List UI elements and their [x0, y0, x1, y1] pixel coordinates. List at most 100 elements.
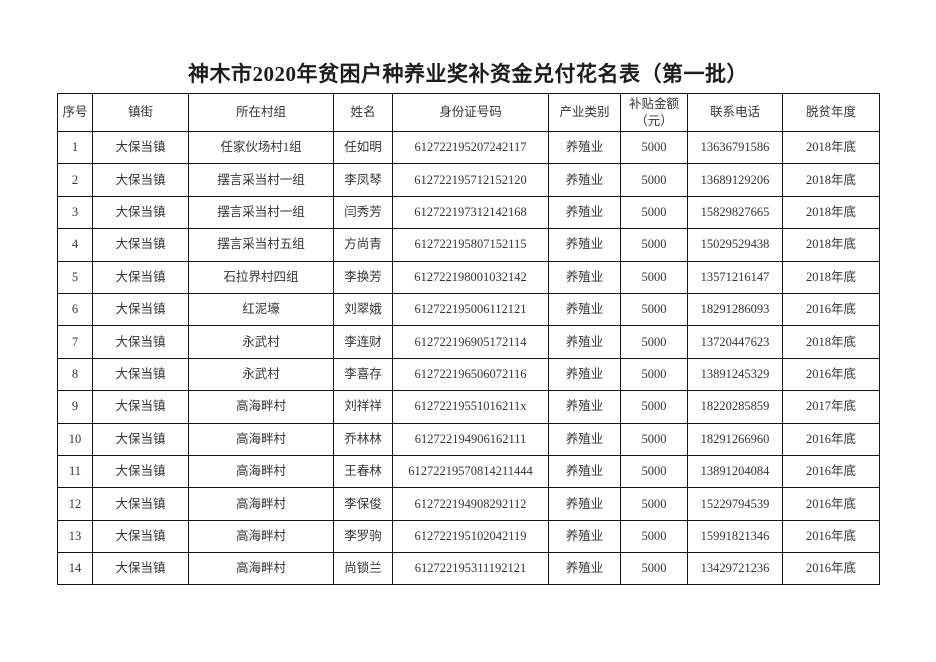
table-cell: 大保当镇	[92, 130, 189, 165]
table-cell: 尚锁兰	[333, 552, 393, 586]
table-cell: 612722195311192121	[392, 552, 549, 586]
table-cell: 大保当镇	[92, 292, 189, 327]
table-cell: 大保当镇	[92, 552, 189, 586]
table-cell: 2017年底	[782, 390, 880, 424]
table-cell: 2016年底	[782, 519, 880, 554]
table-cell: 2018年底	[782, 228, 880, 262]
table-cell: 13571216147	[687, 260, 783, 294]
table-header-cell: 序号	[57, 93, 93, 132]
table-cell: 2016年底	[782, 292, 880, 327]
table-cell: 2018年底	[782, 195, 880, 230]
table-cell: 2016年底	[782, 552, 880, 586]
table-cell: 任家伙场村1组	[188, 130, 334, 165]
table-cell: 13636791586	[687, 130, 783, 165]
table-cell: 大保当镇	[92, 325, 189, 359]
page-title: 神木市2020年贫困户种养业奖补资金兑付花名表（第一批）	[188, 62, 748, 86]
table-cell: 612722197312142168	[392, 195, 549, 230]
table-cell: 13429721236	[687, 552, 783, 586]
table-cell: 5000	[620, 195, 688, 230]
table-cell: 18291266960	[687, 422, 783, 456]
table-row: 13 大保当镇 高海畔村 李罗驹 612722195102042119 养殖业 5000 15…	[57, 519, 880, 554]
table-row: 2 大保当镇 摆言采当村一组 李凤琴 612722195712152120 养殖业 5000…	[57, 163, 880, 197]
table-cell: 石拉界村四组	[188, 260, 334, 294]
table-row: 7 大保当镇 永武村 李连财 612722196905172114 养殖业 5000 1372…	[57, 325, 880, 359]
table-cell: 5000	[620, 292, 688, 327]
table-cell: 摆言采当村一组	[188, 163, 334, 197]
table-cell: 刘祥祥	[333, 390, 393, 424]
table-header-cell: 姓名	[333, 93, 393, 132]
table-cell: 2016年底	[782, 487, 880, 521]
table-cell: 养殖业	[548, 422, 621, 456]
table-cell: 大保当镇	[92, 228, 189, 262]
table-cell: 11	[57, 454, 93, 489]
table-cell: 李换芳	[333, 260, 393, 294]
table-cell: 2018年底	[782, 325, 880, 359]
table-cell: 612722195006112121	[392, 292, 549, 327]
table-cell: 方尚青	[333, 228, 393, 262]
table-cell: 4	[57, 228, 93, 262]
table-cell: 李连财	[333, 325, 393, 359]
table-cell: 养殖业	[548, 487, 621, 521]
table-cell: 5000	[620, 390, 688, 424]
table-row: 9 大保当镇 高海畔村 刘祥祥 61272219551016211x 养殖业 5000 182…	[57, 390, 880, 424]
table-cell: 养殖业	[548, 552, 621, 586]
table-cell: 大保当镇	[92, 195, 189, 230]
table-cell: 13891245329	[687, 357, 783, 392]
subsidy-roster-table: 序号 镇街 所在村组 姓名 身份证号码 产业类别 补贴金额（元） 联系电话 脱贫年度 1 大保当镇…	[57, 93, 880, 586]
table-cell: 2018年底	[782, 260, 880, 294]
table-cell: 5000	[620, 357, 688, 392]
table-cell: 摆言采当村一组	[188, 195, 334, 230]
table-cell: 5000	[620, 260, 688, 294]
table-cell: 9	[57, 390, 93, 424]
table-cell: 612722196905172114	[392, 325, 549, 359]
table-header-cell: 脱贫年度	[782, 93, 880, 132]
table-cell: 高海畔村	[188, 552, 334, 586]
table-row: 4 大保当镇 摆言采当村五组 方尚青 612722195807152115 养殖业 5000…	[57, 228, 880, 262]
table-cell: 15991821346	[687, 519, 783, 554]
table-cell: 2	[57, 163, 93, 197]
table-cell: 永武村	[188, 325, 334, 359]
table-cell: 大保当镇	[92, 163, 189, 197]
table-cell: 养殖业	[548, 260, 621, 294]
table-cell: 李罗驹	[333, 519, 393, 554]
table-cell: 王春林	[333, 454, 393, 489]
table-cell: 养殖业	[548, 130, 621, 165]
table-row: 14 大保当镇 高海畔村 尚锁兰 612722195311192121 养殖业 5000 13…	[57, 552, 880, 586]
table-cell: 大保当镇	[92, 454, 189, 489]
table-row: 10 大保当镇 高海畔村 乔林林 612722194906162111 养殖业 5000 18…	[57, 422, 880, 456]
table-cell: 养殖业	[548, 195, 621, 230]
table-cell: 大保当镇	[92, 260, 189, 294]
table-cell: 养殖业	[548, 390, 621, 424]
table-cell: 乔林林	[333, 422, 393, 456]
table-cell: 5000	[620, 519, 688, 554]
table-header-cell: 镇街	[92, 93, 189, 132]
table-cell: 高海畔村	[188, 454, 334, 489]
table-cell: 2018年底	[782, 163, 880, 197]
table-cell: 13689129206	[687, 163, 783, 197]
table-row: 6 大保当镇 红泥壕 刘翠娥 612722195006112121 养殖业 5000 1829…	[57, 292, 880, 327]
table-header-cell: 产业类别	[548, 93, 621, 132]
table-cell: 红泥壕	[188, 292, 334, 327]
table-cell: 5000	[620, 130, 688, 165]
table-cell: 612722198001032142	[392, 260, 549, 294]
table-header-row: 序号 镇街 所在村组 姓名 身份证号码 产业类别 补贴金额（元） 联系电话 脱贫年度	[57, 93, 880, 132]
table-cell: 高海畔村	[188, 422, 334, 456]
table-cell: 闫秀芳	[333, 195, 393, 230]
table-cell: 14	[57, 552, 93, 586]
table-header-cell: 补贴金额（元）	[620, 93, 688, 132]
table-cell: 养殖业	[548, 292, 621, 327]
table-cell: 10	[57, 422, 93, 456]
table-cell: 612722195207242117	[392, 130, 549, 165]
table-cell: 13720447623	[687, 325, 783, 359]
table-cell: 612722194906162111	[392, 422, 549, 456]
table-cell: 高海畔村	[188, 487, 334, 521]
table-cell: 12	[57, 487, 93, 521]
table-cell: 15029529438	[687, 228, 783, 262]
table-cell: 5000	[620, 422, 688, 456]
table-cell: 612722195102042119	[392, 519, 549, 554]
table-header-cell: 联系电话	[687, 93, 783, 132]
table-cell: 李喜存	[333, 357, 393, 392]
table-row: 3 大保当镇 摆言采当村一组 闫秀芳 612722197312142168 养殖业 5000…	[57, 195, 880, 230]
table-cell: 5000	[620, 487, 688, 521]
